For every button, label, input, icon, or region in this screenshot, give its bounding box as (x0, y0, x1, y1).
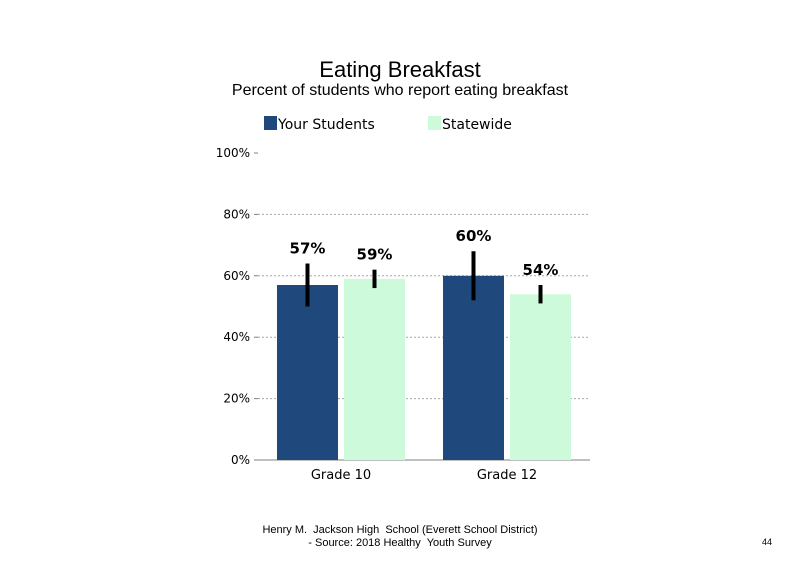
y-tick-label: 60% (223, 269, 250, 283)
chart-subtitle: Percent of students who report eating br… (231, 82, 569, 99)
legend: Your Students Statewide (264, 116, 512, 133)
bar (344, 278, 405, 460)
y-tick-label: 40% (223, 330, 250, 344)
page-number: 44 (761, 537, 772, 547)
bar (277, 285, 338, 460)
legend-swatch (264, 116, 277, 130)
y-tick-label: 100% (216, 146, 250, 160)
y-tick-label: 0% (231, 453, 250, 467)
legend-swatch (428, 116, 441, 130)
bars (277, 275, 571, 460)
data-labels: 57% 59% 60% 54% (290, 227, 559, 279)
legend-label: Your Students (277, 117, 375, 133)
footer-source: Henry M. Jackson High School (Everett Sc… (200, 524, 600, 550)
error-bars (305, 251, 543, 307)
x-category-label: Grade 12 (477, 468, 537, 483)
footer-source-line: - Source: 2018 Healthy Youth Survey (308, 537, 492, 549)
chart-title: Eating Breakfast (319, 57, 481, 82)
y-tick-label: 20% (223, 392, 250, 406)
data-label: 54% (523, 261, 559, 279)
data-label: 59% (357, 246, 393, 264)
y-tick-label: 80% (223, 207, 250, 221)
data-label: 60% (456, 227, 492, 245)
data-label: 57% (290, 240, 326, 258)
x-category-label: Grade 10 (311, 468, 371, 483)
bar (443, 275, 504, 460)
axes: 0% 20% 40% 60% 80% 100% Grade 10 Grade 12 (216, 146, 590, 483)
legend-label: Statewide (442, 117, 512, 133)
bar (510, 294, 571, 460)
footer-school: Henry M. Jackson High School (Everett Sc… (262, 524, 538, 536)
